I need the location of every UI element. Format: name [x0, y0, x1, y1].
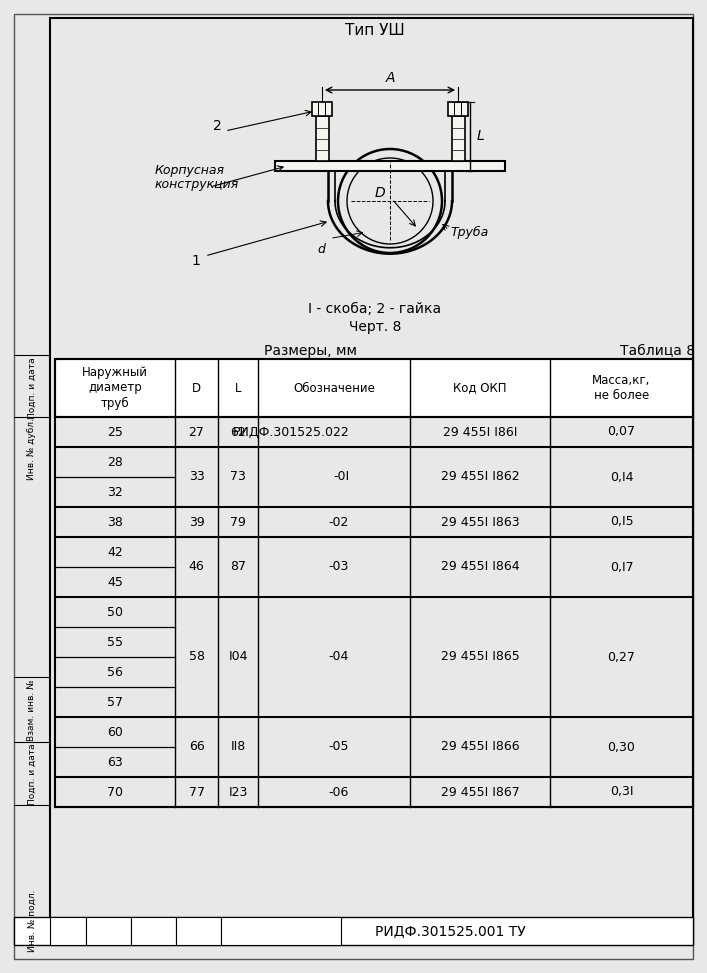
Text: 42: 42 [107, 546, 123, 559]
Text: -03: -03 [329, 560, 349, 573]
Text: РИДФ.301525.001 ТУ: РИДФ.301525.001 ТУ [375, 924, 525, 938]
Text: Размеры, мм: Размеры, мм [264, 344, 356, 358]
Text: 0,I4: 0,I4 [609, 471, 633, 484]
Bar [452, 116, 465, 161]
Text: Труба: Труба [450, 226, 489, 238]
Text: -0I: -0I [333, 471, 349, 484]
Bar [14, 917, 693, 945]
Bar [312, 102, 332, 116]
Text: 29 455I I867: 29 455I I867 [440, 785, 520, 799]
Text: 56: 56 [107, 666, 123, 678]
Text: Подп. и дата: Подп. и дата [28, 743, 37, 805]
Bar [55, 359, 693, 417]
Text: 58: 58 [189, 651, 204, 664]
Text: Код ОКП: Код ОКП [453, 381, 507, 394]
Text: I23: I23 [228, 785, 247, 799]
Text: 46: 46 [189, 560, 204, 573]
Text: 62: 62 [230, 425, 246, 439]
Bar [316, 116, 329, 161]
Text: A: A [385, 71, 395, 85]
Text: D: D [375, 186, 385, 200]
Text: 0,3I: 0,3I [609, 785, 633, 799]
Text: 28: 28 [107, 455, 123, 469]
Text: Инв. № дубл.: Инв. № дубл. [28, 418, 37, 480]
Text: Инв. № подл.: Инв. № подл. [28, 889, 37, 953]
Text: 87: 87 [230, 560, 246, 573]
Text: РИДФ.301525.022: РИДФ.301525.022 [233, 425, 349, 439]
Bar [131, 917, 176, 945]
Text: Обозначение: Обозначение [293, 381, 375, 394]
Text: Таблица 8: Таблица 8 [621, 344, 696, 358]
Text: 57: 57 [107, 696, 123, 708]
Text: -06: -06 [329, 785, 349, 799]
Text: 50: 50 [107, 605, 123, 619]
Bar [55, 359, 693, 807]
Text: 29 455I I863: 29 455I I863 [440, 516, 520, 528]
Text: 29 455I I864: 29 455I I864 [440, 560, 520, 573]
Text: 70: 70 [107, 785, 123, 799]
Text: -02: -02 [329, 516, 349, 528]
Text: 0,27: 0,27 [607, 651, 636, 664]
Bar [86, 917, 131, 945]
Text: 27: 27 [189, 425, 204, 439]
Text: Тип УШ: Тип УШ [345, 23, 405, 38]
Text: 29 455I I862: 29 455I I862 [440, 471, 520, 484]
Text: 77: 77 [189, 785, 204, 799]
Text: 55: 55 [107, 635, 123, 648]
Text: 29 455I I865: 29 455I I865 [440, 651, 520, 664]
Text: D: D [192, 381, 201, 394]
Text: Масса,кг,
не более: Масса,кг, не более [592, 374, 650, 402]
Text: II8: II8 [230, 740, 245, 753]
Text: 38: 38 [107, 516, 123, 528]
Text: 60: 60 [107, 726, 123, 739]
Text: I - скоба; 2 - гайка: I - скоба; 2 - гайка [308, 302, 442, 316]
Text: 25: 25 [107, 425, 123, 439]
Text: 45: 45 [107, 575, 123, 589]
Text: 0,07: 0,07 [607, 425, 636, 439]
Text: 33: 33 [189, 471, 204, 484]
Text: 1: 1 [191, 254, 200, 268]
Text: -05: -05 [329, 740, 349, 753]
Text: 0,30: 0,30 [607, 740, 636, 753]
Text: 32: 32 [107, 486, 123, 498]
Text: 73: 73 [230, 471, 246, 484]
Text: 63: 63 [107, 755, 123, 769]
Text: L: L [477, 129, 485, 143]
Text: 39: 39 [189, 516, 204, 528]
Text: L: L [235, 381, 241, 394]
Text: конструкция: конструкция [155, 178, 239, 191]
Text: -04: -04 [329, 651, 349, 664]
Bar [176, 917, 221, 945]
Text: Корпусная: Корпусная [155, 164, 225, 177]
Text: 29 455I I86I: 29 455I I86I [443, 425, 518, 439]
Text: 66: 66 [189, 740, 204, 753]
Text: 79: 79 [230, 516, 246, 528]
Text: 2: 2 [214, 119, 222, 133]
Bar [448, 102, 468, 116]
Text: I04: I04 [228, 651, 247, 664]
Bar [221, 917, 341, 945]
Text: 0,I5: 0,I5 [609, 516, 633, 528]
Text: Черт. 8: Черт. 8 [349, 320, 401, 334]
Text: Подп. и дата: Подп. и дата [28, 357, 37, 418]
Bar [275, 161, 505, 171]
Text: 0,I7: 0,I7 [609, 560, 633, 573]
Text: Взам. инв. №: Взам. инв. № [28, 679, 37, 740]
Text: Наружный
диаметр
труб: Наружный диаметр труб [82, 367, 148, 410]
Text: 29 455I I866: 29 455I I866 [440, 740, 520, 753]
Text: d: d [317, 243, 325, 257]
Bar [50, 917, 86, 945]
